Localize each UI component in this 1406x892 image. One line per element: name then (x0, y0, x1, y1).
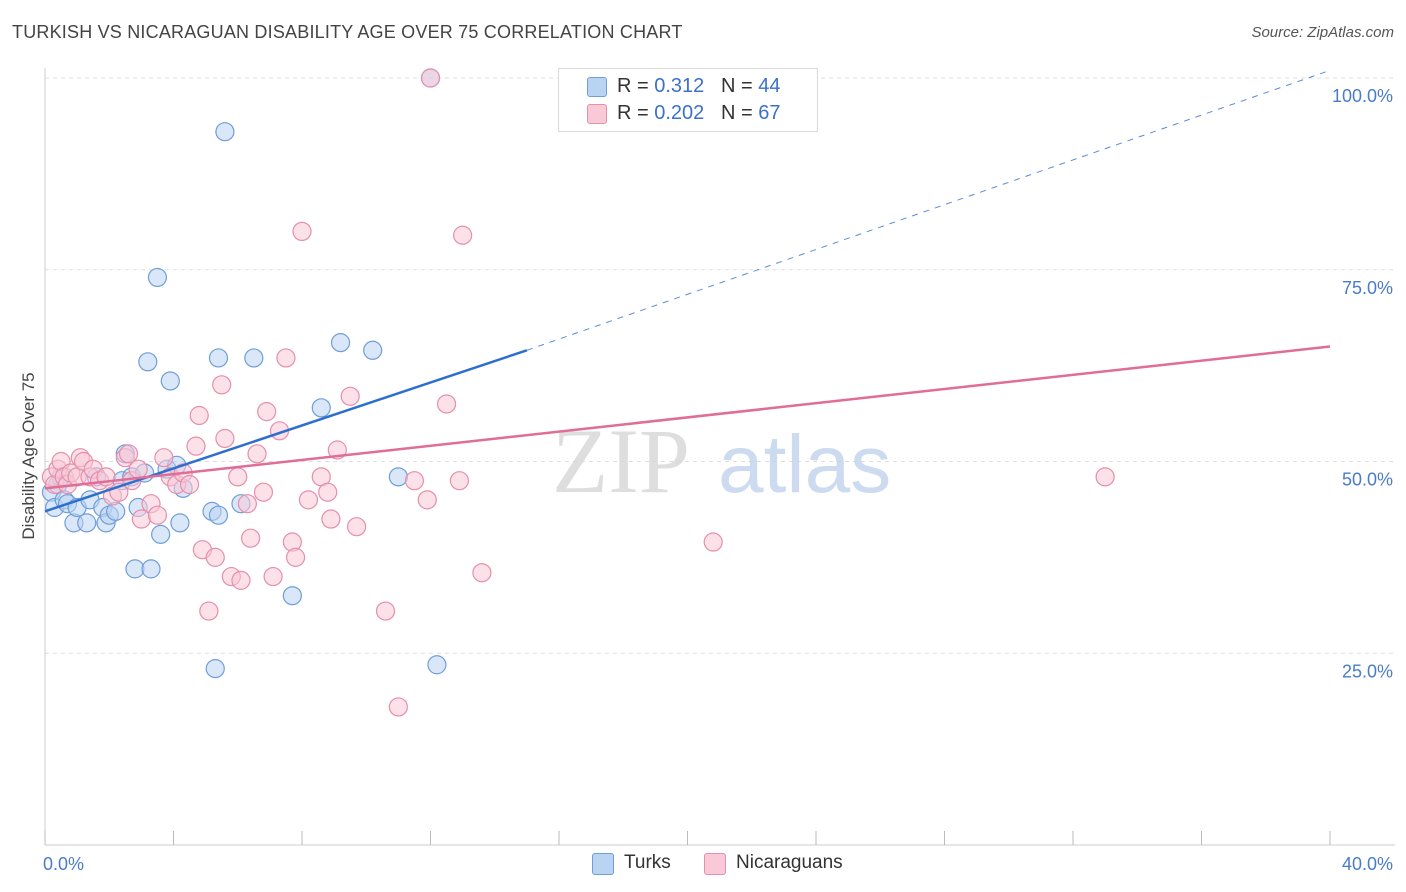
turks-point (244, 348, 264, 368)
nicaraguans-point (347, 517, 367, 537)
gridlines (45, 77, 1395, 654)
nicaraguans-point (436, 394, 457, 414)
nicaraguans-point (318, 482, 338, 502)
nicaraguans-legend-label: Nicaraguans (736, 852, 843, 873)
turks-point (77, 513, 97, 533)
legend-n-label: N = (720, 75, 753, 97)
turks-point (311, 398, 331, 418)
turks-trend-line (44, 349, 528, 513)
nicaraguans-point (404, 471, 425, 491)
nicaraguans-n-value: 67 (758, 102, 781, 124)
nicaraguans-point (253, 482, 274, 502)
turks-point (330, 333, 351, 353)
nicaraguans-point (228, 467, 248, 487)
nicaraguans-point (388, 697, 408, 717)
nicaraguans-point (449, 471, 470, 491)
nicaraguans-legend-swatch (704, 853, 726, 875)
nicaraguans-point (257, 402, 277, 422)
turks-point (151, 524, 171, 544)
x-tick-label-min: 0.0% (43, 854, 84, 874)
turks-point (388, 467, 408, 487)
stats-legend: R = 0.312 N = 44 R = 0.202 N = 67 (558, 68, 818, 132)
axes (44, 68, 1395, 846)
nicaraguans-point (179, 474, 200, 495)
turks-point (170, 513, 190, 533)
nicaraguans-point (215, 428, 235, 449)
turks-point (141, 559, 161, 579)
nicaraguans-point (128, 459, 148, 479)
nicaraguans-point (472, 563, 492, 583)
turks-r-value: 0.312 (654, 75, 705, 97)
nicaraguans-point (189, 405, 209, 426)
turks-point (160, 371, 180, 391)
nicaraguans-point (186, 436, 206, 456)
turks-trend-extension (526, 69, 1331, 351)
watermark: ZIP atlas (552, 410, 891, 512)
turks-point (125, 559, 145, 579)
watermark-zip: ZIP (552, 410, 690, 512)
nicaraguans-point (453, 225, 473, 245)
series-nicaraguans-points (41, 68, 1115, 717)
nicaraguans-point (154, 448, 174, 468)
turks-point (138, 352, 158, 372)
source-label: Source: ZipAtlas.com (1251, 24, 1394, 41)
y-tick-label: 75.0% (1342, 278, 1393, 298)
nicaraguans-trend-line (44, 345, 1331, 490)
turks-point (363, 340, 383, 360)
nicaraguans-point (340, 386, 360, 406)
legend-r-label: R = (617, 102, 649, 124)
nicaraguans-point (241, 528, 261, 548)
nicaraguans-point (199, 601, 219, 621)
nicaraguans-point (321, 509, 341, 529)
turks-swatch (587, 77, 607, 97)
turks-point (208, 505, 229, 525)
nicaraguans-point (237, 494, 257, 514)
nicaraguans-r-value: 0.202 (654, 102, 705, 124)
nicaraguans-point (703, 532, 723, 552)
nicaraguans-point (231, 570, 251, 590)
x-tick-label-max: 40.0% (1342, 854, 1393, 874)
legend-r-label: R = (617, 75, 649, 97)
y-tick-label: 100.0% (1332, 86, 1393, 106)
turks-point (215, 122, 235, 142)
turks-point (427, 655, 447, 675)
nicaraguans-point (417, 490, 437, 510)
nicaraguans-point (420, 68, 441, 88)
y-axis-label: Disability Age Over 75 (19, 372, 38, 539)
trend-lines (44, 69, 1331, 513)
turks-point (147, 267, 168, 288)
nicaraguans-point (205, 547, 225, 567)
legend-n-label: N = (720, 102, 753, 124)
nicaraguans-swatch (587, 104, 607, 124)
nicaraguans-point (247, 444, 267, 464)
turks-point (205, 658, 225, 679)
y-tick-label: 25.0% (1342, 661, 1393, 681)
nicaraguans-point (285, 547, 306, 567)
nicaraguans-point (1095, 467, 1115, 487)
nicaraguans-point (131, 509, 151, 529)
nicaraguans-point (375, 601, 396, 621)
turks-legend-swatch (592, 853, 614, 875)
turks-point (208, 348, 229, 368)
watermark-atlas: atlas (718, 419, 891, 510)
nicaraguans-point (292, 221, 312, 241)
nicaraguans-point (212, 375, 232, 395)
nicaraguans-point (276, 348, 296, 368)
nicaraguans-point (298, 490, 319, 510)
tick-labels: 25.0% 50.0% 75.0% 100.0% 0.0% 40.0% (43, 86, 1393, 874)
chart-title: TURKISH VS NICARAGUAN DISABILITY AGE OVE… (12, 22, 683, 42)
turks-n-value: 44 (758, 75, 781, 97)
turks-point (282, 586, 302, 606)
nicaraguans-point (263, 566, 283, 587)
nicaraguans-point (118, 444, 139, 464)
y-tick-label: 50.0% (1342, 470, 1393, 490)
nicaraguans-point (147, 505, 168, 525)
turks-legend-label: Turks (624, 852, 671, 873)
